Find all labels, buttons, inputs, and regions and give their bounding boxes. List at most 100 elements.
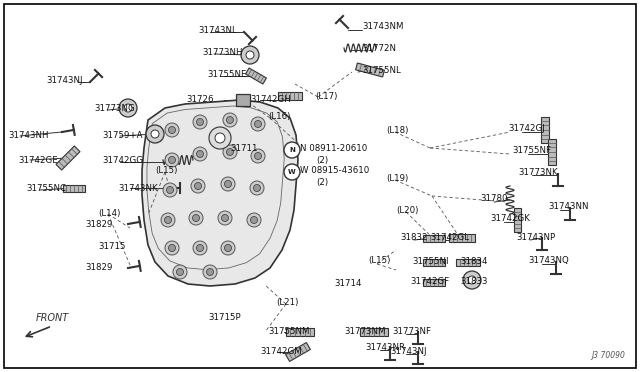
Circle shape [165, 241, 179, 255]
Circle shape [227, 148, 234, 155]
Text: 31711: 31711 [230, 144, 257, 153]
Circle shape [163, 183, 177, 197]
Text: W 08915-43610: W 08915-43610 [300, 166, 369, 174]
Text: 31773NG: 31773NG [94, 103, 135, 112]
Text: 31773NF: 31773NF [392, 327, 431, 336]
Circle shape [241, 46, 259, 64]
Polygon shape [515, 208, 522, 232]
Circle shape [463, 271, 481, 289]
Text: 31742GJ: 31742GJ [508, 124, 545, 132]
Circle shape [193, 241, 207, 255]
Text: (L16): (L16) [268, 112, 291, 121]
Text: 31773NH: 31773NH [202, 48, 243, 57]
Circle shape [253, 185, 260, 192]
Circle shape [225, 180, 232, 187]
Circle shape [255, 121, 262, 128]
Text: 31743NH: 31743NH [8, 131, 49, 140]
Text: 31715: 31715 [98, 241, 125, 250]
Circle shape [284, 164, 300, 180]
Text: J3 70090: J3 70090 [591, 351, 625, 360]
Text: 31742GL: 31742GL [430, 232, 469, 241]
Circle shape [168, 244, 175, 251]
Text: 31742GE: 31742GE [18, 155, 58, 164]
Circle shape [165, 123, 179, 137]
Circle shape [209, 127, 231, 149]
Circle shape [196, 244, 204, 251]
Polygon shape [423, 259, 445, 266]
Circle shape [284, 142, 300, 158]
Text: (L21): (L21) [276, 298, 298, 307]
Circle shape [227, 116, 234, 124]
Circle shape [207, 269, 214, 276]
Circle shape [251, 149, 265, 163]
Circle shape [146, 125, 164, 143]
Circle shape [223, 113, 237, 127]
Circle shape [189, 211, 203, 225]
Polygon shape [246, 68, 266, 84]
Text: 31755NE: 31755NE [207, 70, 246, 78]
Text: (L17): (L17) [315, 92, 337, 100]
Text: (L14): (L14) [98, 208, 120, 218]
Circle shape [215, 133, 225, 143]
Circle shape [246, 51, 254, 59]
Circle shape [151, 130, 159, 138]
Circle shape [255, 153, 262, 160]
Polygon shape [548, 139, 556, 165]
Circle shape [124, 104, 132, 112]
Polygon shape [423, 234, 445, 241]
Text: 31714: 31714 [334, 279, 362, 289]
Polygon shape [360, 328, 388, 336]
Text: 31743NK: 31743NK [118, 183, 157, 192]
Circle shape [168, 157, 175, 164]
Text: 31755NF: 31755NF [512, 145, 551, 154]
Text: 31743NQ: 31743NQ [528, 257, 569, 266]
Circle shape [165, 153, 179, 167]
Circle shape [221, 241, 235, 255]
Text: W: W [288, 169, 296, 175]
Polygon shape [56, 146, 80, 170]
Circle shape [203, 265, 217, 279]
Circle shape [161, 213, 175, 227]
Circle shape [250, 181, 264, 195]
Polygon shape [142, 100, 298, 286]
Text: 31742GH: 31742GH [250, 94, 291, 103]
Circle shape [191, 179, 205, 193]
Text: 31743NJ: 31743NJ [46, 76, 83, 84]
Text: (L15): (L15) [368, 257, 390, 266]
Circle shape [193, 115, 207, 129]
Text: 31715P: 31715P [208, 314, 241, 323]
Text: (L19): (L19) [386, 173, 408, 183]
Polygon shape [285, 343, 310, 362]
Text: (2): (2) [316, 177, 328, 186]
Text: 31772N: 31772N [362, 44, 396, 52]
Text: 31743NN: 31743NN [548, 202, 589, 211]
Text: (L15): (L15) [155, 166, 177, 174]
Polygon shape [356, 63, 385, 77]
Circle shape [173, 265, 187, 279]
Polygon shape [449, 234, 475, 242]
Text: (L20): (L20) [396, 205, 419, 215]
Circle shape [196, 119, 204, 125]
Text: 31829: 31829 [85, 219, 113, 228]
Text: 31743NL: 31743NL [198, 26, 237, 35]
Text: (2): (2) [316, 155, 328, 164]
Circle shape [166, 186, 173, 193]
Text: 31743NR: 31743NR [365, 343, 405, 353]
Text: 31743NP: 31743NP [516, 232, 555, 241]
Circle shape [168, 126, 175, 134]
Text: 31834: 31834 [460, 257, 488, 266]
Text: 31829: 31829 [85, 263, 113, 273]
Circle shape [223, 145, 237, 159]
Text: 31773NM: 31773NM [344, 327, 385, 336]
Circle shape [164, 217, 172, 224]
Circle shape [119, 99, 137, 117]
Text: FRONT: FRONT [35, 313, 68, 323]
Text: 31742GK: 31742GK [490, 214, 530, 222]
Text: 31832: 31832 [400, 232, 428, 241]
Text: 31742GF: 31742GF [410, 276, 449, 285]
Polygon shape [541, 117, 549, 143]
Text: N: N [289, 147, 295, 153]
Text: 31755NC: 31755NC [26, 183, 66, 192]
Text: N 08911-20610: N 08911-20610 [300, 144, 367, 153]
Bar [236, 94, 250, 106]
